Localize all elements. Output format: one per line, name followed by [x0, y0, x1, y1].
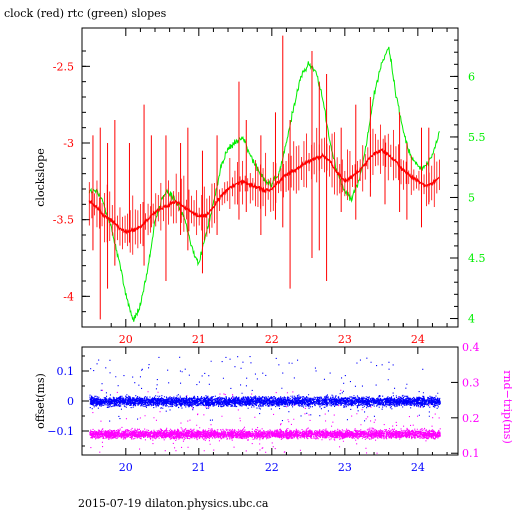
top-panel: 20 21 22 23 24 -2.5 -3 -3.5 -4 6 5.5 5 4.5 4 clockslop…	[34, 27, 486, 346]
y-left-tick-label: -3.5	[53, 214, 74, 227]
y-axis-label: clockslope	[34, 148, 47, 206]
x-tick-label: 24	[411, 333, 425, 346]
x-tick-label: 23	[338, 333, 352, 346]
rtc-series-line	[88, 46, 440, 322]
footer-caption: 2015-07-19 dilaton.physics.ubc.ca	[78, 497, 269, 510]
y-right-tick-label: 4.5	[468, 252, 486, 265]
y-left-tick-label: 0.1	[57, 365, 75, 378]
y-left-tick-label: -3	[63, 137, 74, 150]
x-tick-label: 22	[265, 333, 279, 346]
x-tick-label: 20	[119, 461, 133, 474]
y-right-tick-label: 0.2	[462, 412, 480, 425]
y-left-tick-label: -2.5	[53, 60, 74, 73]
x-tick-label: 21	[192, 461, 206, 474]
rndtrip-scatter-points	[89, 389, 441, 454]
top-plot-frame	[81, 27, 459, 328]
y-right-tick-label: 0.1	[462, 447, 480, 460]
x-tick-label: 21	[192, 333, 206, 346]
x-tick-label: 22	[265, 461, 279, 474]
y-axis-label-offset: offset(ms)	[34, 373, 47, 429]
y-left-tick-label: 0	[67, 395, 74, 408]
y-right-tick-label: 0.3	[462, 376, 480, 389]
x-tick-label: 24	[411, 461, 425, 474]
chart-title: clock (red) rtc (green) slopes	[4, 7, 167, 20]
y-axis-label-rndtrip: rnd−trip(ms)	[501, 370, 512, 444]
y-right-tick-label: 5.5	[468, 131, 486, 144]
y-left-tick-label: -4	[63, 290, 74, 303]
offset-scatter-points	[89, 356, 441, 422]
y-right-tick-label: 0.4	[462, 341, 480, 354]
bottom-panel: 20 21 22 23 24 0.1 0 −0.1 0.4 0.3 0.2 0.1 offset(ms)…	[34, 341, 512, 474]
clock-series-line	[88, 147, 440, 235]
x-tick-label: 20	[119, 333, 133, 346]
y-left-tick-label: −0.1	[47, 425, 74, 438]
y-right-tick-label: 5	[468, 191, 475, 204]
x-tick-label: 23	[338, 461, 352, 474]
y-right-tick-label: 6	[468, 70, 475, 83]
y-right-tick-label: 4	[468, 313, 475, 326]
